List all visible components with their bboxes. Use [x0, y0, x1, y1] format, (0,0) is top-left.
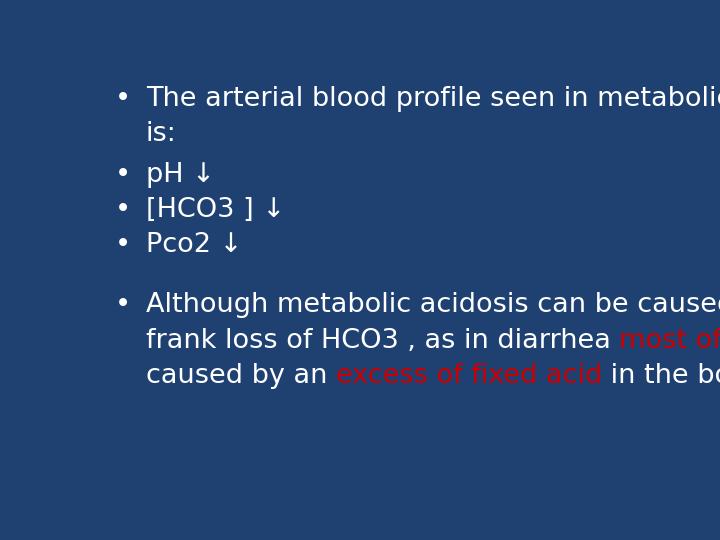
- Text: •: •: [115, 232, 131, 258]
- Text: •: •: [115, 197, 131, 223]
- Text: •: •: [115, 292, 131, 319]
- Text: •: •: [115, 161, 131, 187]
- Text: most often: most often: [619, 328, 720, 354]
- Text: excess of fixed acid: excess of fixed acid: [336, 363, 602, 389]
- Text: is:: is:: [145, 121, 176, 147]
- Text: The arterial blood profile seen in metabolic acidosis: The arterial blood profile seen in metab…: [145, 85, 720, 112]
- Text: [HCO3 ] ↓: [HCO3 ] ↓: [145, 197, 285, 223]
- Text: caused by an: caused by an: [145, 363, 336, 389]
- Text: •: •: [115, 85, 131, 112]
- Text: Although metabolic acidosis can be caused by a: Although metabolic acidosis can be cause…: [145, 292, 720, 319]
- Text: pH ↓: pH ↓: [145, 161, 215, 187]
- Text: in the body.: in the body.: [602, 363, 720, 389]
- Text: frank loss of HCO3 , as in diarrhea: frank loss of HCO3 , as in diarrhea: [145, 328, 619, 354]
- Text: Pco2 ↓: Pco2 ↓: [145, 232, 242, 258]
